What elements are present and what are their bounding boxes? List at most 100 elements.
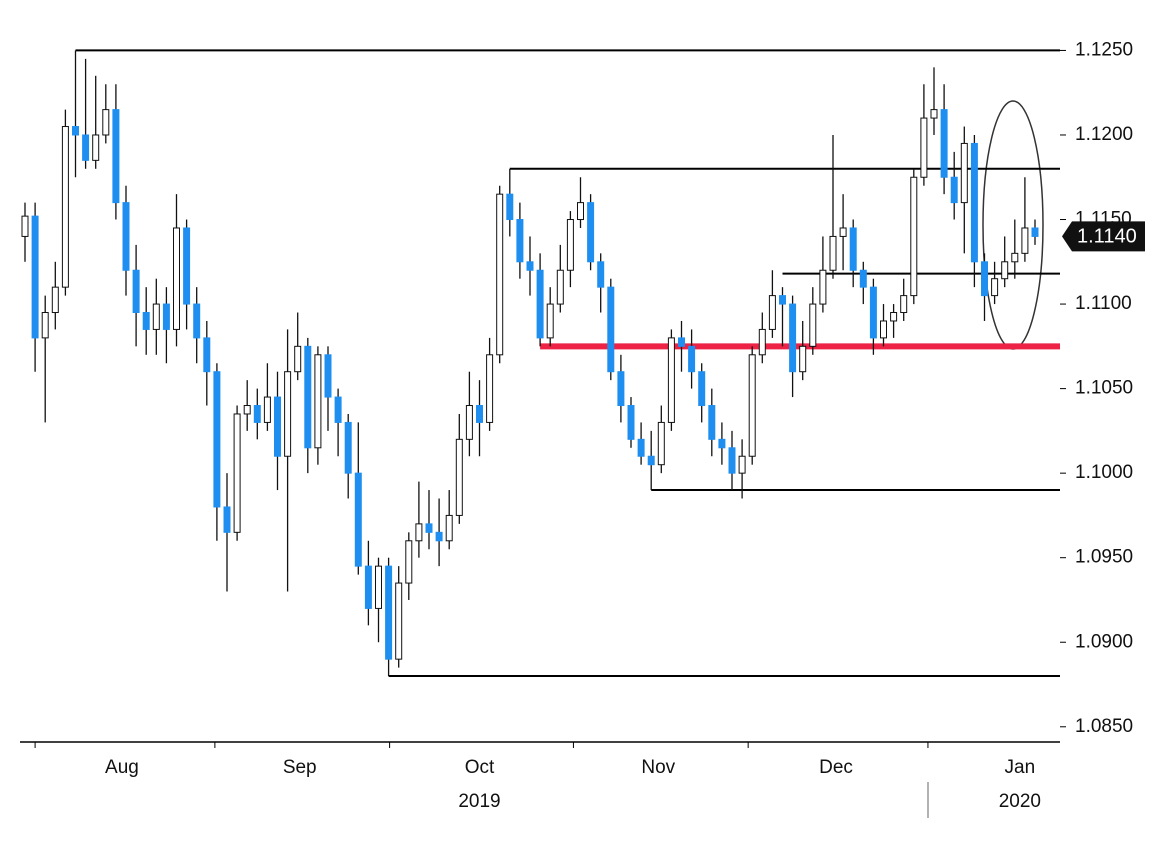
candle-body [496,193,504,356]
candle-body [688,345,696,373]
candle-body [162,303,170,330]
candle-body [486,354,494,423]
y-tick-label: 1.0950 [1075,547,1133,568]
candle-body [213,371,221,508]
candle-body [61,126,69,288]
y-tick-label: 1.1100 [1075,293,1132,314]
candle-body [31,215,39,339]
candle-body [577,202,584,221]
candle-body [748,354,756,457]
candle-body [334,396,342,423]
candle-body [1011,252,1019,263]
candle-body [657,421,665,466]
candle-body [799,345,807,373]
candle-body [526,261,534,271]
candle-body [455,438,463,516]
price-label: 1.1140 [1077,226,1137,248]
y-tick-label: 1.0900 [1075,631,1133,652]
candle-body [607,286,615,373]
candle-body [859,269,867,288]
candle-body [587,202,595,263]
candle-body [900,295,908,314]
candle-body [506,193,514,221]
candle-body [102,109,110,136]
candle-body [849,227,857,271]
candle-body [779,295,786,305]
x-tick-label: Jan [1005,757,1036,778]
candle-body [294,345,302,373]
candle-body [415,523,423,542]
candle-body [112,109,120,204]
candle-body [981,261,988,297]
candle-body [183,227,191,305]
candle-body [678,337,685,347]
candle-body [960,142,968,204]
candle-body [132,269,140,314]
candle-body [728,447,736,474]
candle-body [41,312,49,339]
candle-body [667,337,675,423]
candle-body [718,438,726,449]
candle-body [1001,261,1009,280]
candle-body [274,396,281,457]
candle-body [364,565,372,609]
candle-body [223,506,231,533]
candle-body [536,269,544,339]
candle-body [950,176,958,204]
candle-body [930,109,938,119]
y-tick-label: 1.1000 [1075,462,1133,483]
candle-body [920,117,928,178]
price-box [1062,221,1145,252]
candle-body [708,405,716,440]
candle-body [546,303,554,339]
candle-body [425,523,433,533]
candle-body [51,286,59,314]
candle-body [324,354,332,398]
candle-body [738,455,746,474]
candle-body [193,303,201,339]
candle-body [72,126,79,136]
candle-body [142,312,150,330]
candle-body [465,405,473,440]
candle-body [92,134,100,161]
candle-body [21,215,29,237]
y-tick-label: 1.1050 [1075,378,1133,399]
candle-body [304,345,312,449]
candle-body [768,295,776,330]
x-tick-label: Dec [819,757,853,778]
candle-body [617,371,625,407]
candle-body [314,354,322,449]
candle-body [869,286,877,339]
candle-body [839,227,847,237]
candle-body [344,421,352,474]
candle-body [122,202,130,271]
candle-body [829,235,837,271]
x-tick-label: Nov [641,757,675,778]
candle-body [82,134,90,161]
candle-body [597,261,605,288]
candle-body [405,540,413,584]
candle-body [991,278,999,297]
candle-body [758,328,766,356]
candle-body [445,514,453,542]
y-tick-label: 1.1200 [1075,124,1133,145]
candle-body [173,227,180,330]
candle-body [435,531,443,542]
candle-body [354,472,362,567]
candle-body [809,303,817,347]
candle-body [233,413,241,533]
candle-body [385,565,393,660]
candle-body [253,405,261,423]
candle-body [970,142,978,263]
candle-body [556,269,564,305]
candle-body [819,269,827,305]
candle-body [647,455,655,466]
x-tick-label: Sep [283,757,317,778]
y-tick-label: 1.1250 [1075,39,1133,60]
candle-body [516,219,524,263]
candle-body [1021,227,1029,254]
candle-body [476,405,483,423]
x-tick-label: Aug [105,757,139,778]
candle-body [789,303,797,373]
candle-body [698,371,706,407]
